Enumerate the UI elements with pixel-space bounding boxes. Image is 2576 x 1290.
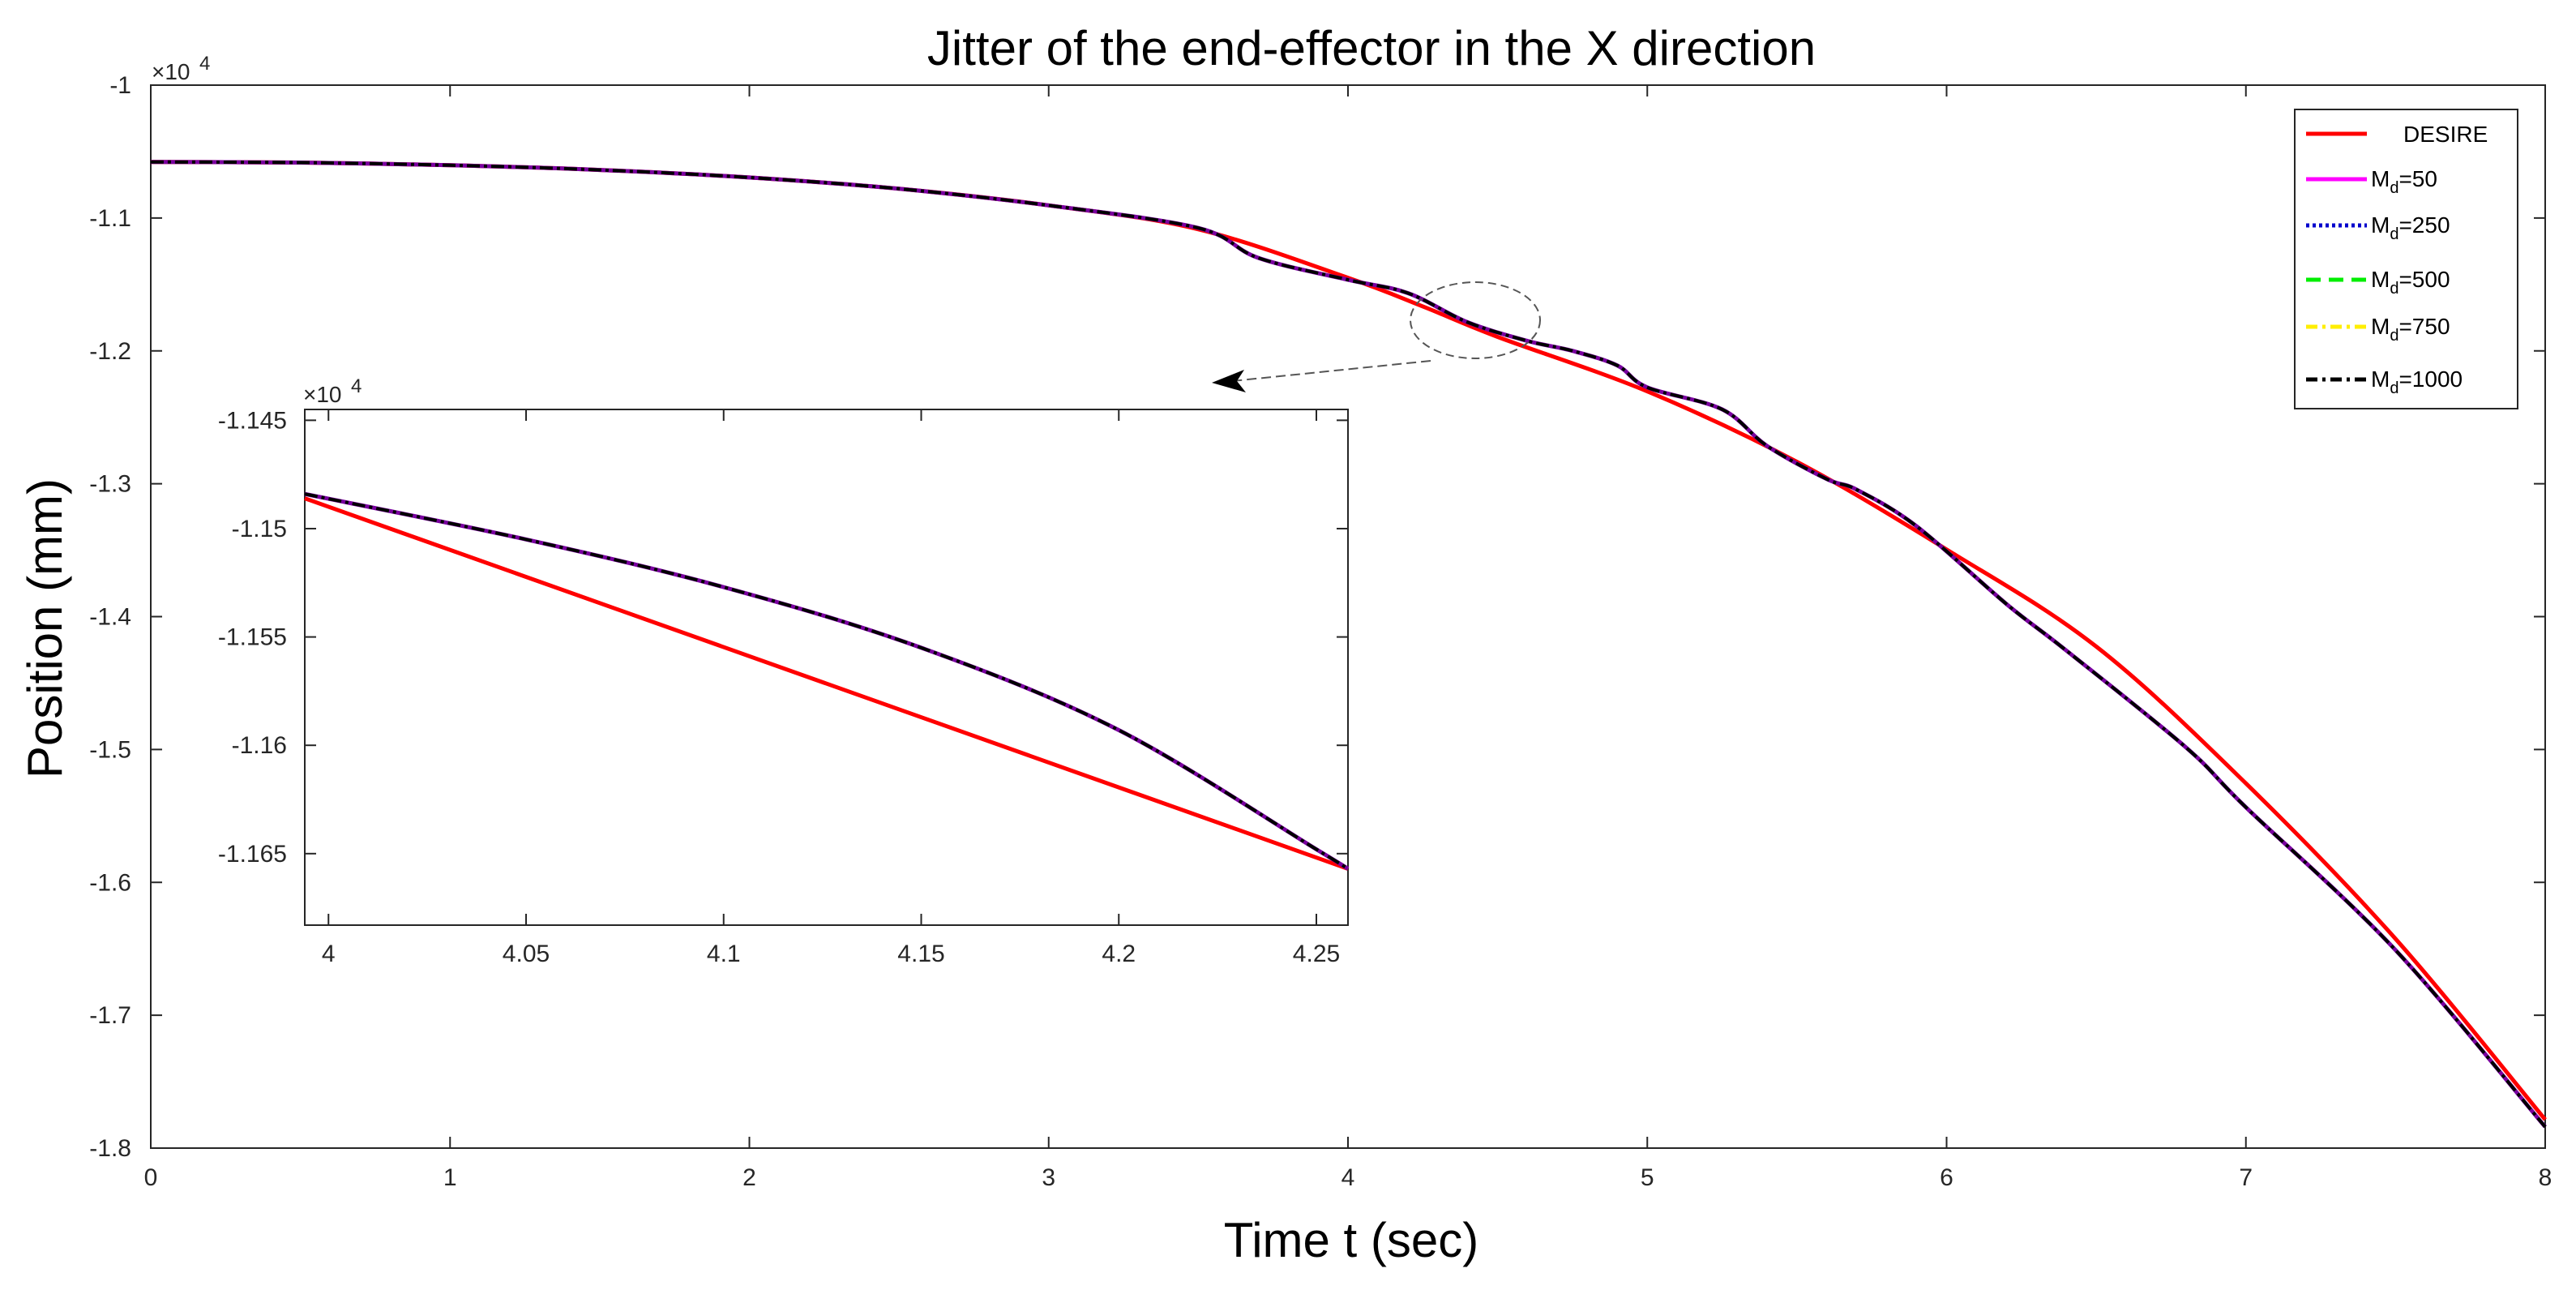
inset-y-tick-label: -1.145 — [218, 407, 287, 434]
inset-x-tick-label: 4.05 — [503, 941, 550, 967]
main-x-tick-label: 4 — [1341, 1164, 1355, 1191]
main-y-tick-label: -1.2 — [89, 338, 131, 365]
chart-title: Jitter of the end-effector in the X dire… — [927, 21, 1816, 75]
zoom-annotation — [1212, 281, 1541, 392]
y-exponent-power: 4 — [199, 53, 210, 75]
inset-series-line-desire — [304, 496, 1349, 871]
inset-x-tick-label: 4.25 — [1293, 941, 1340, 967]
inset-y-tick-label: -1.155 — [218, 624, 287, 651]
y-axis-label: Position (mm) — [18, 478, 72, 778]
legend-entry-desire: DESIRE — [2306, 122, 2488, 147]
main-y-tick-label: -1 — [109, 72, 131, 99]
inset-axes-box — [304, 409, 1349, 926]
inset-y-exponent-base: ×10 — [303, 382, 342, 407]
inset-plot: ×10 4 4 4.05 4.1 4.15 4.2 4.25 -1.145 -1.15 -1.1… — [218, 375, 1350, 967]
inset-y-tick-label: -1.16 — [232, 732, 287, 759]
main-x-tick-label: 5 — [1641, 1164, 1654, 1191]
inset-y-tick-label: -1.165 — [218, 841, 287, 868]
inset-y-tick-label: -1.15 — [232, 516, 287, 542]
main-y-exponent: ×10 4 — [152, 53, 210, 84]
main-x-tick-label: 7 — [2239, 1164, 2253, 1191]
inset-x-tick-label: 4 — [322, 941, 336, 967]
legend: DESIRE Md=50 Md=250 Md=500 Md=750 Md=100… — [2294, 109, 2518, 409]
main-y-tick-label: -1.4 — [89, 604, 131, 631]
x-axis-label: Time t (sec) — [1224, 1213, 1478, 1267]
zoom-arrow-line — [1231, 360, 1431, 382]
main-y-tick-label: -1.8 — [89, 1135, 131, 1162]
main-y-tick-label: -1.3 — [89, 471, 131, 498]
main-y-tick-label: -1.1 — [89, 205, 131, 232]
zoom-region-ellipse — [1410, 281, 1541, 359]
inset-y-exponent-power: 4 — [351, 375, 362, 397]
main-y-tick-label: -1.7 — [89, 1002, 131, 1029]
series-line-md1000 — [150, 160, 2547, 1129]
y-exponent-base: ×10 — [152, 59, 190, 84]
main-x-tick-label: 0 — [144, 1164, 158, 1191]
zoom-arrow-head — [1212, 370, 1246, 392]
main-x-tick-label: 1 — [443, 1164, 457, 1191]
inset-x-tick-label: 4.15 — [897, 941, 944, 967]
inset-x-tick-label: 4.1 — [707, 941, 741, 967]
legend-label-desire: DESIRE — [2403, 122, 2488, 147]
inset-y-exponent: ×10 4 — [303, 375, 362, 407]
main-y-tick-label: -1.6 — [89, 869, 131, 896]
main-x-tick-label: 6 — [1940, 1164, 1953, 1191]
main-x-tick-label: 3 — [1042, 1164, 1055, 1191]
legend-box — [2294, 109, 2518, 409]
inset-x-tick-label: 4.2 — [1102, 941, 1136, 967]
main-x-tick-label: 8 — [2539, 1164, 2552, 1191]
inset-series-line-md1000 — [304, 492, 1350, 871]
main-x-tick-label: 2 — [742, 1164, 756, 1191]
main-y-tick-label: -1.5 — [89, 736, 131, 763]
